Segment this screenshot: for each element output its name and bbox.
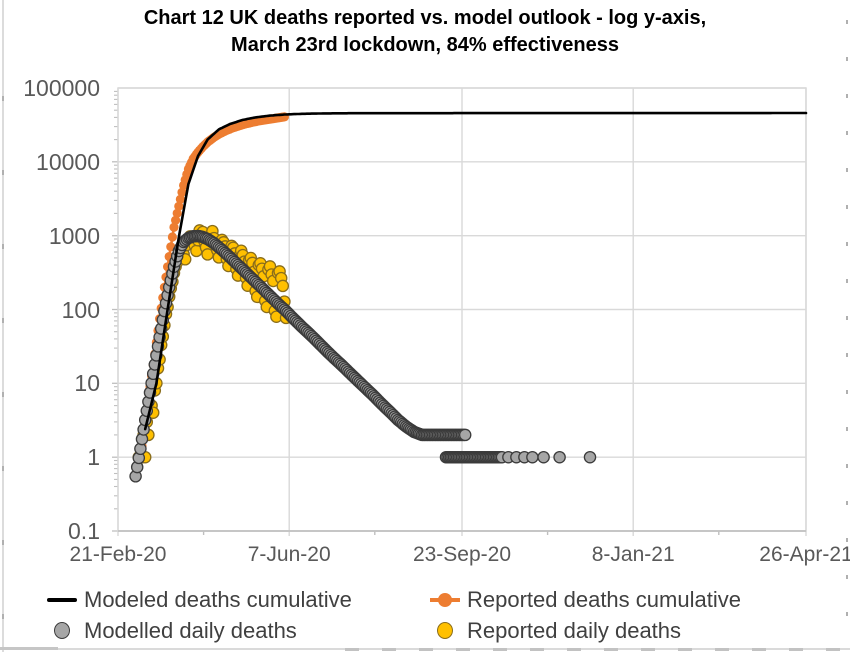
x-axis-tick-label: 26-Apr-21 [759, 543, 850, 566]
sheet-row-mark [846, 57, 848, 61]
legend-item-label: Reported daily deaths [467, 617, 682, 643]
legend-item-modelled-daily: Modelled daily deaths [40, 615, 423, 646]
sheet-row-mark [2, 614, 4, 619]
y-axis-tick-label: 1000 [48, 222, 100, 249]
sheet-row-mark [2, 318, 4, 323]
sheet-col-mark [641, 648, 655, 651]
sheet-row-mark [846, 538, 848, 542]
modeled-cumulative-swatch-icon [40, 597, 84, 602]
sheet-edge-bottom-segment [0, 647, 58, 650]
sheet-col-mark [826, 648, 840, 651]
sheet-row-mark [846, 279, 848, 283]
reported-cumulative-swatch-icon [423, 592, 467, 607]
legend-item-label: Modelled daily deaths [84, 617, 297, 643]
series-modeled-cumulative [143, 111, 808, 431]
sheet-col-mark [493, 648, 507, 651]
sheet-row-mark [846, 205, 848, 209]
sheet-col-mark [567, 648, 581, 651]
sheet-col-mark [345, 648, 359, 651]
legend: Modeled deaths cumulative Reported deaths… [40, 584, 840, 646]
legend-item-modeled-cumulative: Modeled deaths cumulative [40, 584, 423, 615]
sheet-row-mark [846, 242, 848, 246]
legend-item-reported-cumulative: Reported deaths cumulative [423, 584, 840, 615]
sheet-row-mark [2, 244, 4, 249]
sheet-row-mark [846, 612, 848, 616]
series-modelled-daily [129, 229, 597, 483]
sheet-row-mark [2, 96, 4, 101]
x-axis-tick-label: 8-Jan-21 [591, 543, 675, 566]
sheet-col-mark [789, 648, 803, 651]
x-axis-tick-label: 7-Jun-20 [247, 543, 331, 566]
sheet-row-mark [846, 131, 848, 135]
sheet-col-mark [678, 648, 692, 651]
y-axis-tick-label: 100 [61, 296, 100, 323]
sheet-row-mark [846, 464, 848, 468]
sheet-edge-left-line [2, 0, 4, 652]
y-axis-tick-label: 1 [87, 444, 100, 471]
sheet-col-mark [715, 648, 729, 651]
reported-daily-swatch-icon [423, 622, 467, 639]
sheet-col-mark [752, 648, 766, 651]
sheet-row-mark [846, 94, 848, 98]
x-axis-tick-label: 21-Feb-20 [69, 543, 167, 566]
legend-item-label: Reported deaths cumulative [467, 586, 741, 612]
sheet-row-mark [846, 390, 848, 394]
sheet-row-mark [846, 168, 848, 172]
chart-title-line2: March 23rd lockdown, 84% effectiveness [231, 34, 619, 56]
sheet-row-mark [2, 540, 4, 545]
y-axis-tick-label: 10000 [36, 148, 100, 175]
sheet-row-mark [846, 20, 848, 24]
chart-title: Chart 12 UK deaths reported vs. model ou… [0, 5, 850, 59]
chart-title-line1: Chart 12 UK deaths reported vs. model ou… [143, 7, 707, 29]
y-axis-tick-label: 100000 [23, 75, 100, 101]
sheet-col-mark [382, 648, 396, 651]
x-axis-tick-label: 23-Sep-20 [412, 543, 512, 566]
sheet-row-mark [846, 575, 848, 579]
y-axis-tick-label: 10 [74, 370, 100, 397]
legend-item-reported-daily: Reported daily deaths [423, 615, 840, 646]
sheet-row-mark [846, 427, 848, 431]
y-axis-tick-label: 0.1 [68, 518, 100, 544]
sheet-row-mark [2, 170, 4, 175]
sheet-col-mark [530, 648, 544, 651]
sheet-row-mark [846, 353, 848, 357]
legend-item-label: Modeled deaths cumulative [84, 586, 352, 612]
sheet-col-mark [604, 648, 618, 651]
sheet-row-mark [2, 392, 4, 397]
sheet-row-mark [846, 501, 848, 505]
sheet-col-mark [419, 648, 433, 651]
sheet-col-mark [456, 648, 470, 651]
modelled-daily-swatch-icon [40, 622, 84, 639]
sheet-row-mark [2, 466, 4, 471]
sheet-row-mark [846, 316, 848, 320]
